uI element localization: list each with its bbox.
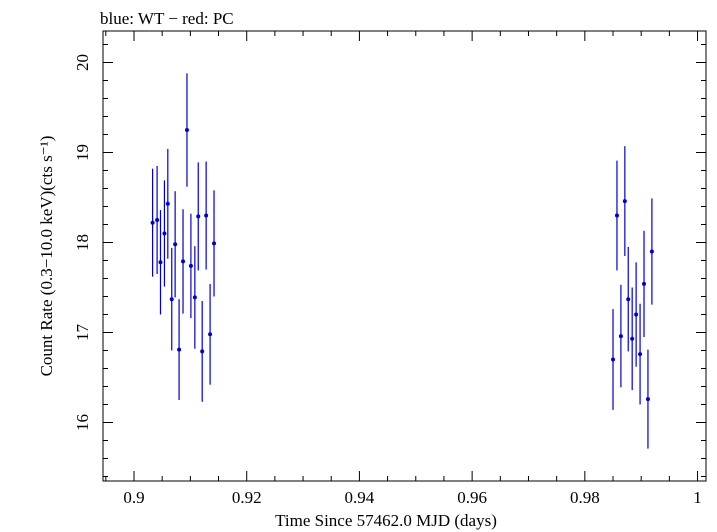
data-point (196, 214, 201, 219)
y-tick-label: 19 (73, 144, 92, 161)
data-point (642, 281, 647, 286)
x-tick-label: 0.92 (232, 488, 262, 507)
data-point (181, 259, 186, 264)
data-point (173, 242, 178, 247)
plot-frame (102, 30, 707, 482)
data-point (184, 128, 189, 132)
y-tick-label: 20 (73, 54, 92, 71)
data-point (634, 312, 639, 317)
data-point (649, 249, 654, 254)
data-point (188, 263, 193, 268)
data-point (208, 332, 213, 337)
data-point (638, 352, 643, 357)
data-point (204, 213, 209, 218)
tick-labels: 0.9 0.92 0.94 0.96 0.98 1 16 17 18 19 20 (73, 54, 702, 507)
y-tick-label: 18 (73, 234, 92, 251)
data-point (165, 201, 170, 206)
y-axis-label: Count Rate (0.3−10.0 keV)(cts s⁻¹) (37, 136, 56, 377)
data-point (614, 213, 619, 218)
x-tick-label: 0.96 (457, 488, 487, 507)
data-point (162, 231, 167, 236)
data-point (630, 336, 635, 341)
data-point (177, 347, 182, 352)
data-point (200, 349, 205, 354)
data-point (611, 357, 616, 362)
data-point (626, 297, 631, 302)
data-point (150, 220, 155, 225)
data-point (169, 297, 174, 302)
data-point (155, 218, 160, 222)
chart-title: blue: WT − red: PC (100, 9, 234, 28)
data-point (622, 199, 627, 204)
x-tick-label: 1 (693, 488, 702, 507)
x-tick-label: 0.98 (570, 488, 600, 507)
x-tick-label: 0.9 (123, 488, 144, 507)
x-axis-label: Time Since 57462.0 MJD (days) (275, 511, 497, 530)
data-point (618, 334, 623, 339)
y-tick-label: 16 (73, 414, 92, 431)
data-point (192, 295, 197, 300)
data-point (645, 397, 650, 402)
axis-ticks (103, 31, 706, 481)
data-point (212, 241, 217, 246)
y-tick-label: 17 (73, 324, 92, 342)
x-tick-label: 0.94 (345, 488, 375, 507)
data-point (158, 260, 163, 265)
data-series (150, 73, 654, 449)
